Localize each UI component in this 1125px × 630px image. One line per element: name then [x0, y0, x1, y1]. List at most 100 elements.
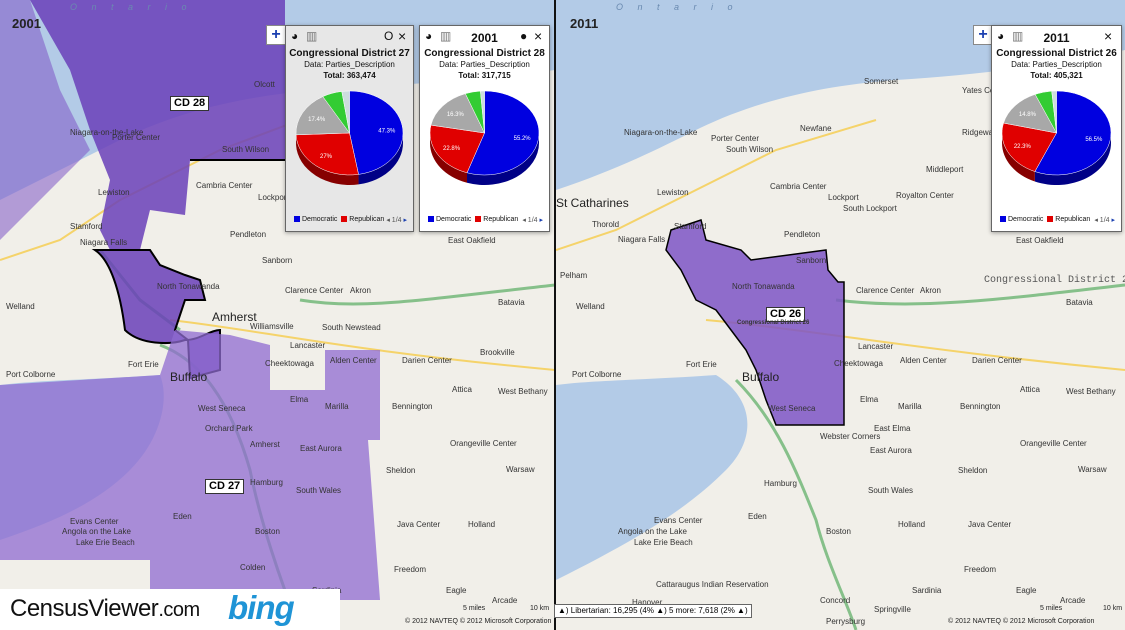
popup-legend: Democratic Republican ◂ 1/4 ▸ — [294, 216, 407, 224]
pie-slice-other[interactable] — [295, 96, 350, 136]
highway-90 — [835, 283, 1125, 306]
popup-year: 2011 — [1043, 31, 1070, 45]
place-label: Cheektowaga — [265, 359, 314, 368]
place-label: Hamburg — [764, 479, 797, 488]
legend-pager[interactable]: ◂ 1/4 ▸ — [522, 217, 543, 224]
place-label: Fort Erie — [128, 360, 159, 369]
pie-chart-icon[interactable]: ◕ — [425, 29, 433, 43]
popup-title: Congressional District 28 — [424, 48, 545, 59]
popup-toolbar: ◕ ▥ 2001 ● × — [420, 26, 549, 46]
place-label: Warsaw — [1078, 465, 1107, 474]
legend-democratic: Democratic — [436, 216, 472, 223]
place-label: Java Center — [397, 520, 441, 529]
place-label: Lancaster — [290, 341, 326, 350]
bar-chart-icon[interactable]: ▥ — [1012, 29, 1024, 43]
pie-slice-democratic[interactable] — [1034, 90, 1112, 176]
place-label: Orchard Park — [205, 424, 253, 433]
place-label: Royalton Center — [896, 191, 954, 200]
logo-area: CensusViewer.com bing — [0, 589, 340, 630]
legend-republican: Republican — [1055, 216, 1091, 223]
highway-90 — [299, 283, 555, 306]
place-label: Niagara-on-the-Lake — [70, 128, 144, 137]
stats-bar: ▲) Libertarian: 16,295 (4% ▲) 5 more: 7,… — [554, 604, 752, 618]
cd26-small-label: Congressional District 26 — [737, 320, 810, 326]
pie-label-other: 16.3% — [447, 112, 465, 118]
pie-slice-other[interactable] — [1003, 94, 1057, 134]
pie-slice-minor[interactable] — [1051, 90, 1057, 134]
place-label: Welland — [6, 302, 35, 311]
place-label: South Wales — [296, 486, 342, 495]
place-label: Bennington — [392, 402, 433, 411]
place-label: West Bethany — [1066, 387, 1116, 396]
close-icon[interactable]: × — [398, 28, 407, 44]
place-label: Lockport — [258, 193, 289, 202]
place-label: Cheektowaga — [834, 359, 883, 368]
legend-pager[interactable]: ◂ 1/4 ▸ — [386, 217, 407, 224]
place-label: Port Colborne — [6, 370, 56, 379]
place-label: Attica — [1020, 385, 1041, 394]
place-label: South Wales — [868, 486, 914, 495]
pie-chart-icon[interactable]: ◕ — [997, 29, 1005, 43]
place-label: Niagara Falls — [80, 238, 128, 247]
place-label: Cambria Center — [770, 182, 827, 191]
place-label: Welland — [576, 302, 605, 311]
place-label: Lewiston — [98, 188, 130, 197]
place-label: Sardinia — [912, 586, 942, 595]
pin-icon[interactable]: O — [384, 29, 394, 43]
place-label: Darien Center — [402, 356, 452, 365]
place-label: Sanborn — [796, 256, 827, 265]
place-label: Fort Erie — [686, 360, 717, 369]
place-label: Yates Center — [962, 86, 1009, 95]
zoom-in-button[interactable]: + — [266, 25, 286, 45]
pie-slice-republican[interactable] — [429, 124, 485, 174]
legend-pager[interactable]: ◂ 1/4 ▸ — [1094, 217, 1115, 224]
place-label: Elma — [860, 395, 879, 404]
place-label: Eagle — [446, 586, 467, 595]
popup-cd27[interactable]: ◕ ▥ O × Congressional District 27 Data: … — [285, 25, 414, 232]
pie-side-democratic — [467, 133, 539, 185]
place-label: Lewiston — [657, 188, 689, 197]
pie-slice-democratic[interactable] — [349, 90, 404, 175]
place-label: Eden — [173, 512, 192, 521]
popup-toolbar: ◕ ▥ 2011 × — [992, 26, 1121, 46]
pie-slice-republican[interactable] — [1001, 122, 1057, 172]
place-label: Williamsville — [250, 322, 294, 331]
pie-chart-icon[interactable]: ◕ — [291, 29, 299, 43]
place-label: Batavia — [1066, 298, 1093, 307]
lake-label: O n t a r i o — [70, 2, 193, 12]
bar-chart-icon[interactable]: ▥ — [306, 29, 318, 43]
place-label: Niagara Falls — [618, 235, 666, 244]
pane-divider[interactable] — [554, 0, 556, 630]
bing-logo[interactable]: bing — [228, 589, 295, 626]
place-label: Webster Corners — [820, 432, 881, 441]
pie-slice-democratic[interactable] — [466, 90, 540, 176]
place-label: Warsaw — [506, 465, 535, 474]
cd28-label: CD 28 — [170, 96, 210, 111]
place-label: Lake Erie Beach — [76, 538, 135, 547]
close-icon[interactable]: × — [1104, 28, 1113, 44]
place-label: Lake Erie Beach — [634, 538, 693, 547]
legend-democratic: Democratic — [1008, 216, 1044, 223]
place-label: Sheldon — [386, 466, 416, 475]
place-label: Attica — [452, 385, 473, 394]
place-label: Perrysburg — [826, 617, 866, 626]
place-label: Arcade — [492, 596, 518, 605]
popup-data: Data: Parties_Description — [1011, 60, 1102, 69]
pin-icon[interactable]: ● — [520, 29, 528, 43]
place-label: West Bethany — [498, 387, 548, 396]
popup-title: Congressional District 26 — [996, 48, 1117, 59]
popup-cd28[interactable]: ◕ ▥ 2001 ● × Congressional District 28 D… — [419, 25, 550, 232]
pie-slice-republican[interactable] — [295, 132, 359, 176]
map-pane-2001[interactable]: O n t a r i o 2001 + CD 28 CD 27 Olcott … — [0, 0, 555, 630]
zoom-in-button[interactable]: + — [973, 25, 993, 45]
pie-slice-other[interactable] — [430, 93, 485, 134]
censusviewer-logo[interactable]: CensusViewer.com — [10, 595, 200, 622]
map-pane-2011[interactable]: O n t a r i o 2011 + CD 26 Congressional… — [556, 0, 1125, 630]
pie-slice-minor[interactable] — [341, 90, 350, 134]
close-icon[interactable]: × — [534, 28, 543, 44]
place-label: Stamford — [70, 222, 103, 231]
cd26-label: CD 26 — [766, 307, 806, 322]
popup-cd26[interactable]: ◕ ▥ 2011 × Congressional District 26 Dat… — [991, 25, 1122, 232]
bar-chart-icon[interactable]: ▥ — [440, 29, 452, 43]
pie-slice-minor[interactable] — [480, 90, 485, 134]
